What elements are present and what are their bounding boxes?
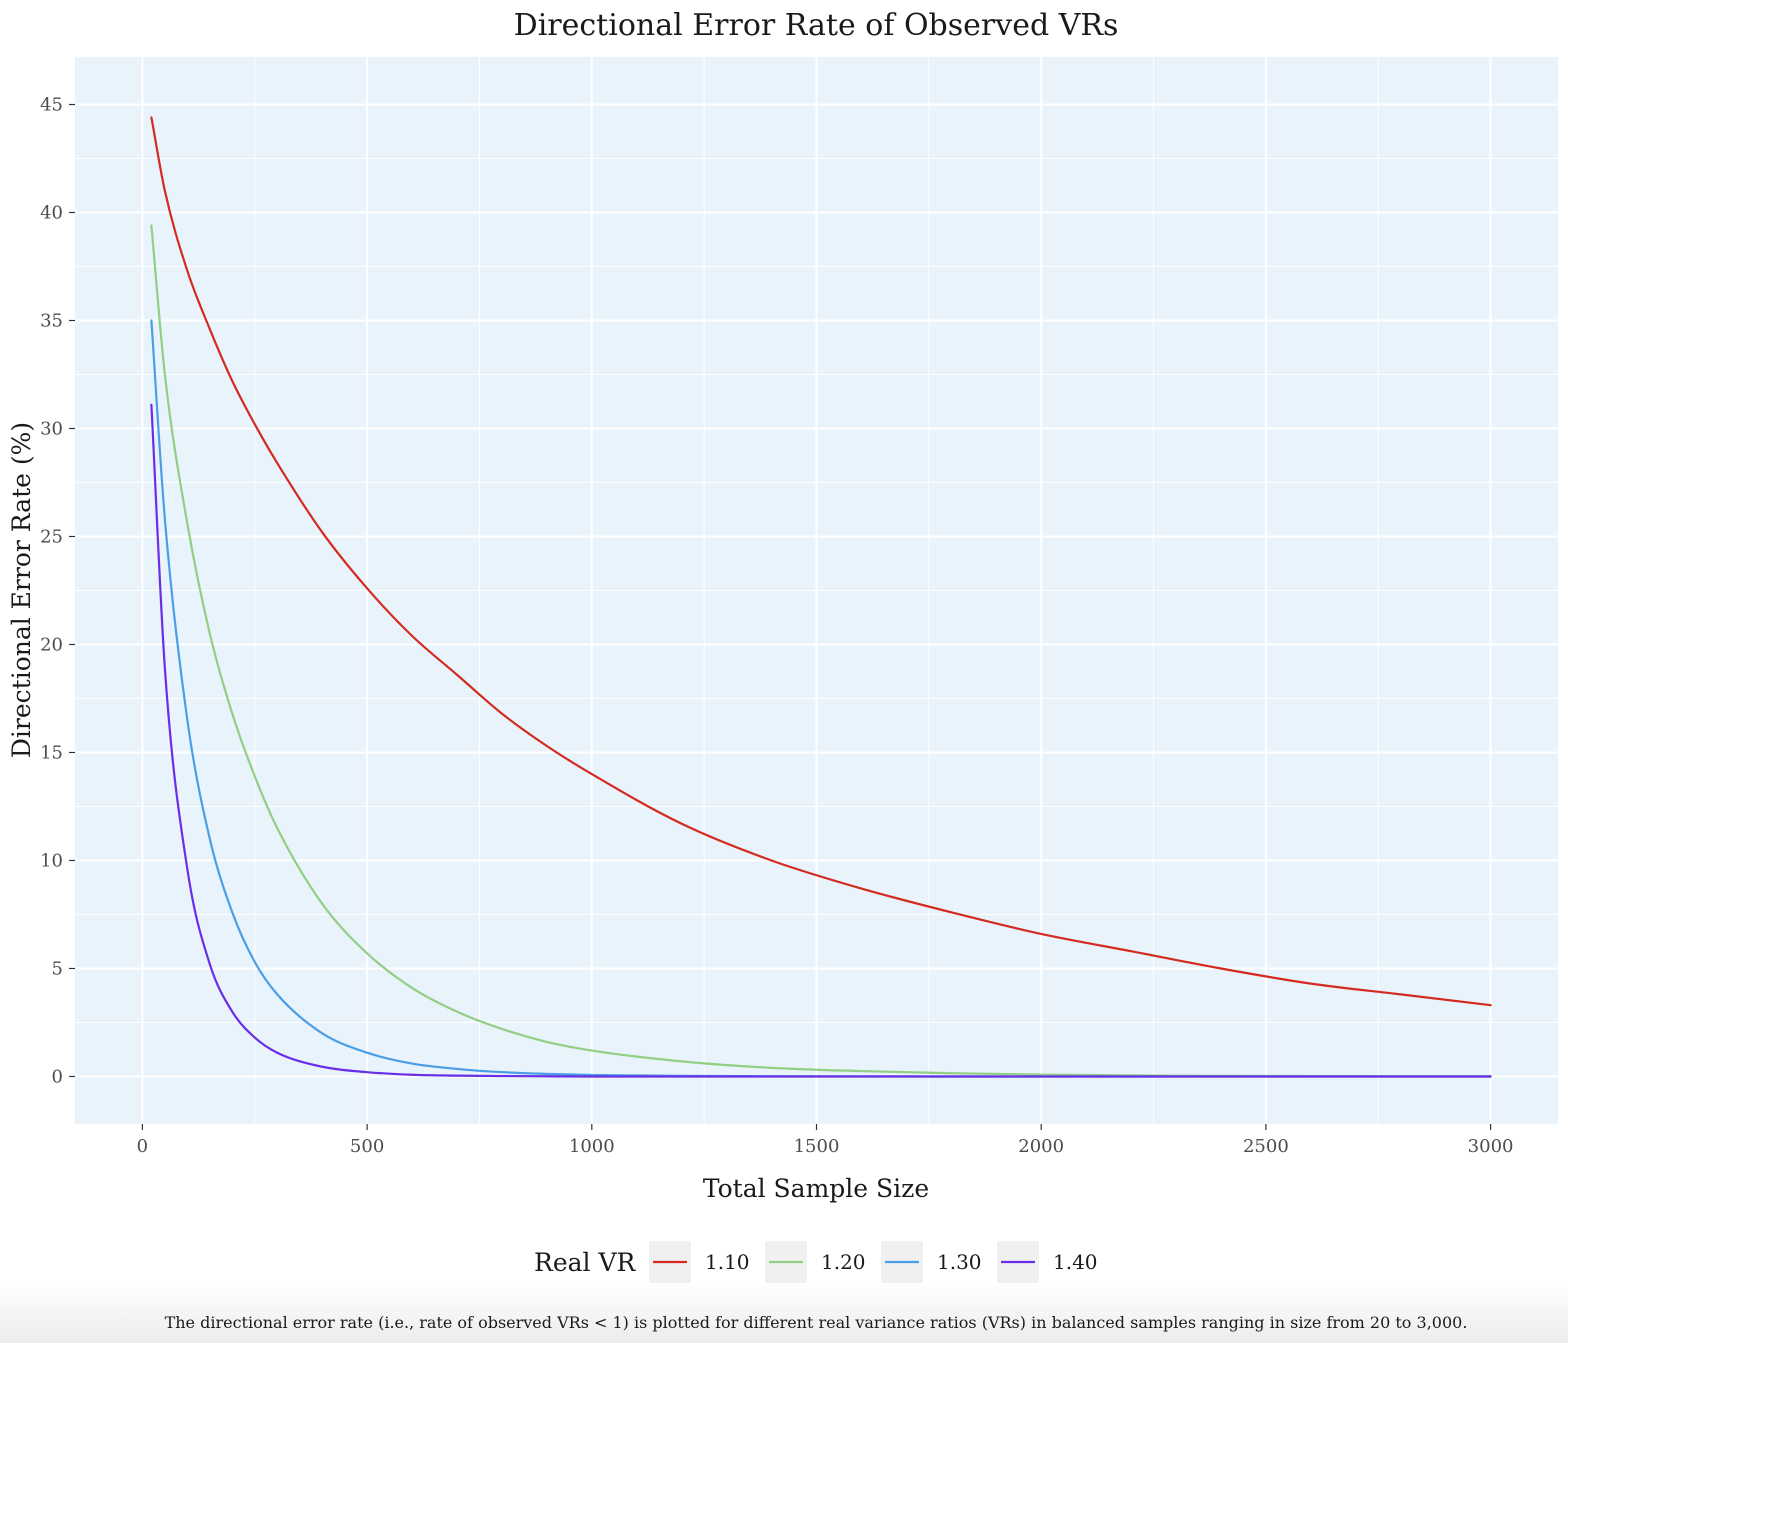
x-tick-label: 3000	[1468, 1136, 1514, 1157]
legend-label: 1.10	[705, 1250, 750, 1274]
x-axis-label: Total Sample Size	[703, 1174, 929, 1203]
series-line-1-40	[150, 403, 1492, 1078]
caption-band	[0, 1283, 1568, 1343]
legend-label: 1.40	[1053, 1250, 1098, 1274]
chart-caption: The directional error rate (i.e., rate o…	[165, 1313, 1468, 1332]
y-tick-label: 45	[40, 95, 63, 116]
x-tick-label: 0	[137, 1136, 148, 1157]
chart-figure: 0 500 1000 1500 2000 2500 3000 0 5 10 15 20 25 30 35 40…	[0, 8, 1568, 1343]
legend-item: 1.10	[649, 1241, 750, 1283]
y-tick-label: 30	[40, 419, 63, 440]
y-tick-label: 0	[52, 1066, 63, 1087]
x-tick-label: 500	[350, 1136, 384, 1157]
legend-item: 1.40	[997, 1241, 1098, 1283]
x-tick-label: 1500	[794, 1136, 840, 1157]
legend-label: 1.30	[937, 1250, 982, 1274]
x-tick-label: 1000	[569, 1136, 615, 1157]
chart-title: Directional Error Rate of Observed VRs	[514, 8, 1119, 43]
legend-item: 1.20	[765, 1241, 866, 1283]
y-tick-label: 10	[40, 850, 63, 871]
y-tick-label: 5	[52, 958, 63, 979]
legend-label: 1.20	[821, 1250, 866, 1274]
y-tick-label: 15	[40, 742, 63, 763]
y-tick-label: 35	[40, 311, 63, 332]
legend-item: 1.30	[881, 1241, 982, 1283]
chart-svg: 0 500 1000 1500 2000 2500 3000 0 5 10 15 20 25 30 35 40…	[0, 8, 1568, 1343]
series-line-1-10	[150, 116, 1492, 1007]
legend: Real VR 1.10 1.20 1.30 1.40	[534, 1241, 1098, 1283]
x-tick-label: 2500	[1243, 1136, 1289, 1157]
series-layer	[150, 116, 1492, 1078]
y-axis-label: Directional Error Rate (%)	[7, 422, 36, 758]
y-tick-label: 20	[40, 634, 63, 655]
axis-layer: 0 500 1000 1500 2000 2500 3000 0 5 10 15 20 25 30 35 40…	[40, 95, 1513, 1157]
x-tick-label: 2000	[1018, 1136, 1064, 1157]
y-tick-label: 40	[40, 203, 63, 224]
legend-title: Real VR	[534, 1248, 637, 1277]
y-tick-label: 25	[40, 527, 63, 548]
